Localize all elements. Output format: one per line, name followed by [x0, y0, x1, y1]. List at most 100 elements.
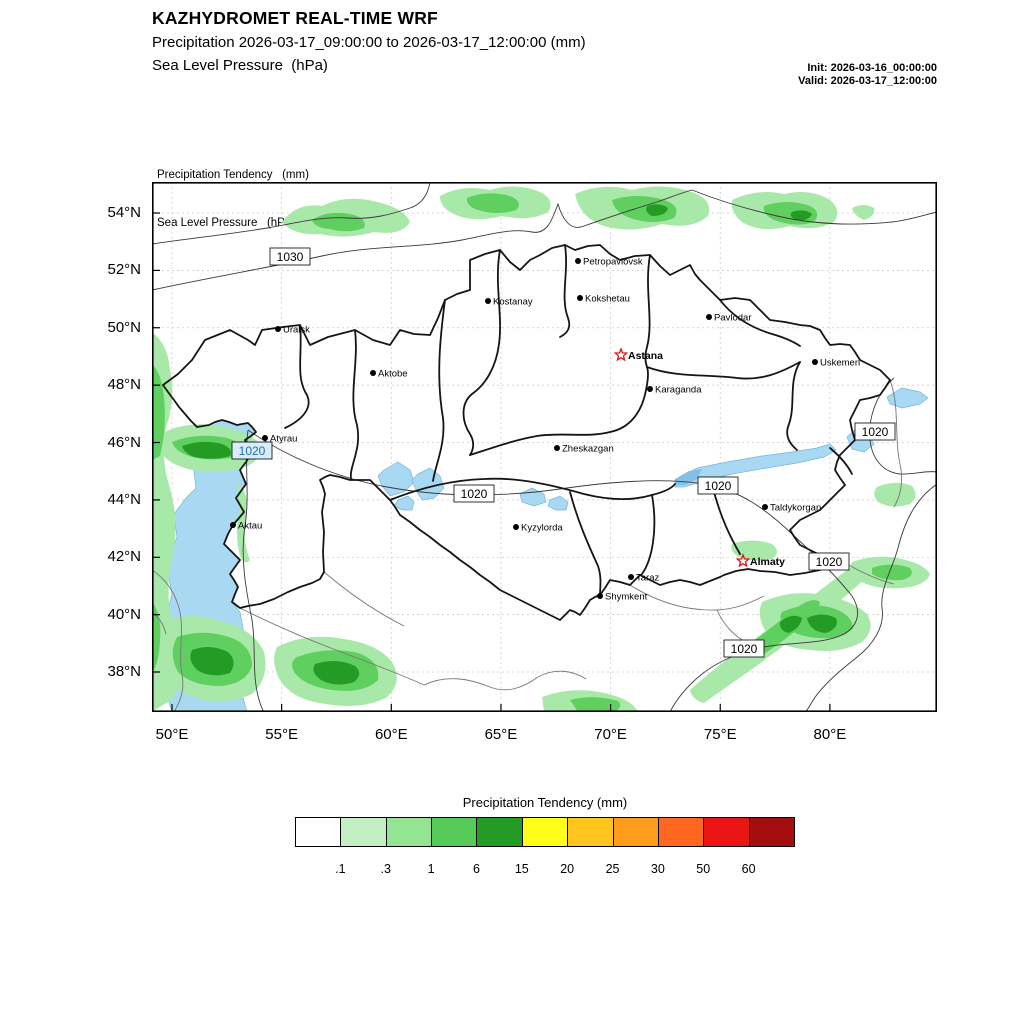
city-marker: Kokshetau	[577, 294, 630, 305]
legend-tick-label: .1	[335, 862, 346, 876]
contour-line	[152, 182, 431, 245]
city-marker: Aktau	[230, 521, 262, 532]
pressure-label-text: 1030	[277, 250, 304, 264]
capital-star-icon	[613, 347, 629, 362]
legend-swatch	[612, 817, 659, 847]
precip-patch	[152, 364, 165, 460]
city-dot	[812, 359, 818, 365]
slp-subtitle: Sea Level Pressure (hPa)	[152, 57, 328, 74]
contour-line	[869, 377, 937, 475]
legend-tick-label: 15	[514, 862, 529, 876]
legend-tick-label: 50	[696, 862, 711, 876]
city-label: Atyrau	[270, 434, 297, 445]
x-axis-tick-label: 65°E	[484, 726, 518, 743]
city-marker: Kostanay	[485, 297, 533, 308]
city-label: Taldykorgan	[770, 503, 821, 514]
pressure-label-box	[854, 422, 896, 441]
oblast-border	[644, 254, 801, 380]
small-lake	[519, 487, 547, 507]
oblast-border	[462, 249, 501, 456]
city-label: Uralsk	[283, 325, 310, 336]
pressure-label-text: 1020	[816, 555, 843, 569]
precip-patch	[612, 196, 677, 222]
city-dot	[575, 258, 581, 264]
city-dot	[577, 295, 583, 301]
legend-swatch	[657, 817, 705, 847]
pressure-label-text: 1020	[239, 444, 266, 458]
layer-label-precip: Precipitation Tendency (mm)	[157, 169, 309, 181]
city-dot	[370, 370, 376, 376]
city-dot	[762, 504, 768, 510]
capital-marker: Almaty	[735, 553, 785, 568]
oblast-border	[829, 447, 853, 475]
x-axis-tick-label: 75°E	[703, 726, 737, 743]
oblast-border	[569, 491, 602, 596]
pressure-contour-labels: 1030 1020 1020 1020 1020 1020 1020	[231, 247, 896, 658]
oblast-border	[469, 366, 649, 456]
legend-swatch	[703, 817, 750, 847]
pressure-label: 1020	[808, 552, 850, 571]
y-axis-tick-label: 44°N	[107, 490, 141, 508]
graticule	[152, 182, 937, 712]
city-label: Petropavlovsk	[583, 257, 643, 268]
pressure-label-text: 1020	[731, 642, 758, 656]
pressure-label-box	[269, 247, 311, 266]
city-marker: Taraz	[628, 573, 659, 584]
legend-tick-label: 1	[427, 862, 435, 876]
precip-patch	[790, 210, 812, 221]
foreign-border	[629, 584, 765, 611]
pressure-label: 1030	[269, 247, 311, 266]
valid-time: Valid: 2026-03-17_12:00:00	[798, 75, 937, 87]
foreign-border	[323, 571, 405, 627]
pressure-label: 1020	[854, 422, 896, 441]
city-marker: Aktobe	[370, 369, 408, 380]
city-markers: Petropavlovsk Kostanay Kokshetau Pavlodar Ur…	[230, 257, 860, 603]
city-marker: Uskemen	[812, 358, 860, 369]
pressure-label-text: 1020	[705, 479, 732, 493]
foreign-border	[152, 569, 184, 712]
pressure-label-box	[453, 484, 495, 503]
y-axis-tick-label: 42°N	[107, 548, 141, 566]
oblast-border	[349, 329, 359, 480]
aral-sea	[377, 461, 415, 497]
city-marker: Shymkent	[597, 592, 648, 603]
small-lake	[547, 495, 569, 511]
pressure-label-text: 1020	[862, 425, 889, 439]
map-plot: 1030 1020 1020 1020 1020 1020 1020 Petropavlov…	[152, 182, 937, 712]
city-dot	[262, 435, 268, 441]
city-label: Kostanay	[493, 297, 533, 308]
foreign-border	[889, 379, 903, 508]
legend-swatch	[340, 817, 387, 847]
pressure-label: 1020	[697, 476, 739, 495]
y-axis-tick-label: 54°N	[107, 204, 141, 221]
pressure-label-box	[808, 552, 850, 571]
legend-tick-label: .3	[380, 862, 391, 876]
city-dot	[230, 522, 236, 528]
legend-colorbar	[295, 817, 795, 847]
layer-labels: Precipitation Tendency (mm) Sea Level Pr…	[157, 135, 309, 263]
city-dot	[647, 386, 653, 392]
y-axis-tick-label: 38°N	[107, 663, 141, 680]
city-label: Zheskazgan	[562, 444, 614, 455]
x-axis-tick-label: 55°E	[265, 726, 298, 743]
legend-swatch	[295, 817, 342, 847]
city-dot	[513, 524, 519, 530]
foreign-border	[152, 611, 167, 635]
legend-swatch	[521, 817, 569, 847]
x-axis-tick-label: 80°E	[813, 726, 847, 743]
precip-patch	[807, 614, 837, 633]
city-marker: Pavlodar	[706, 313, 752, 324]
city-marker: Kyzylorda	[513, 523, 563, 534]
pressure-label-text: 1020	[461, 487, 488, 501]
city-marker: Taldykorgan	[762, 503, 821, 514]
city-marker: Zheskazgan	[554, 444, 614, 455]
pressure-label: 1020	[723, 639, 765, 658]
lake-balkhash	[674, 443, 837, 488]
init-time: Init: 2026-03-16_00:00:00	[807, 62, 937, 74]
pressure-label-box	[723, 639, 765, 658]
y-axis-tick-label: 46°N	[107, 433, 141, 451]
precip-subtitle: Precipitation 2026-03-17_09:00:00 to 202…	[152, 34, 586, 51]
capital-label: Astana	[628, 350, 663, 362]
legend-swatch	[431, 817, 478, 847]
